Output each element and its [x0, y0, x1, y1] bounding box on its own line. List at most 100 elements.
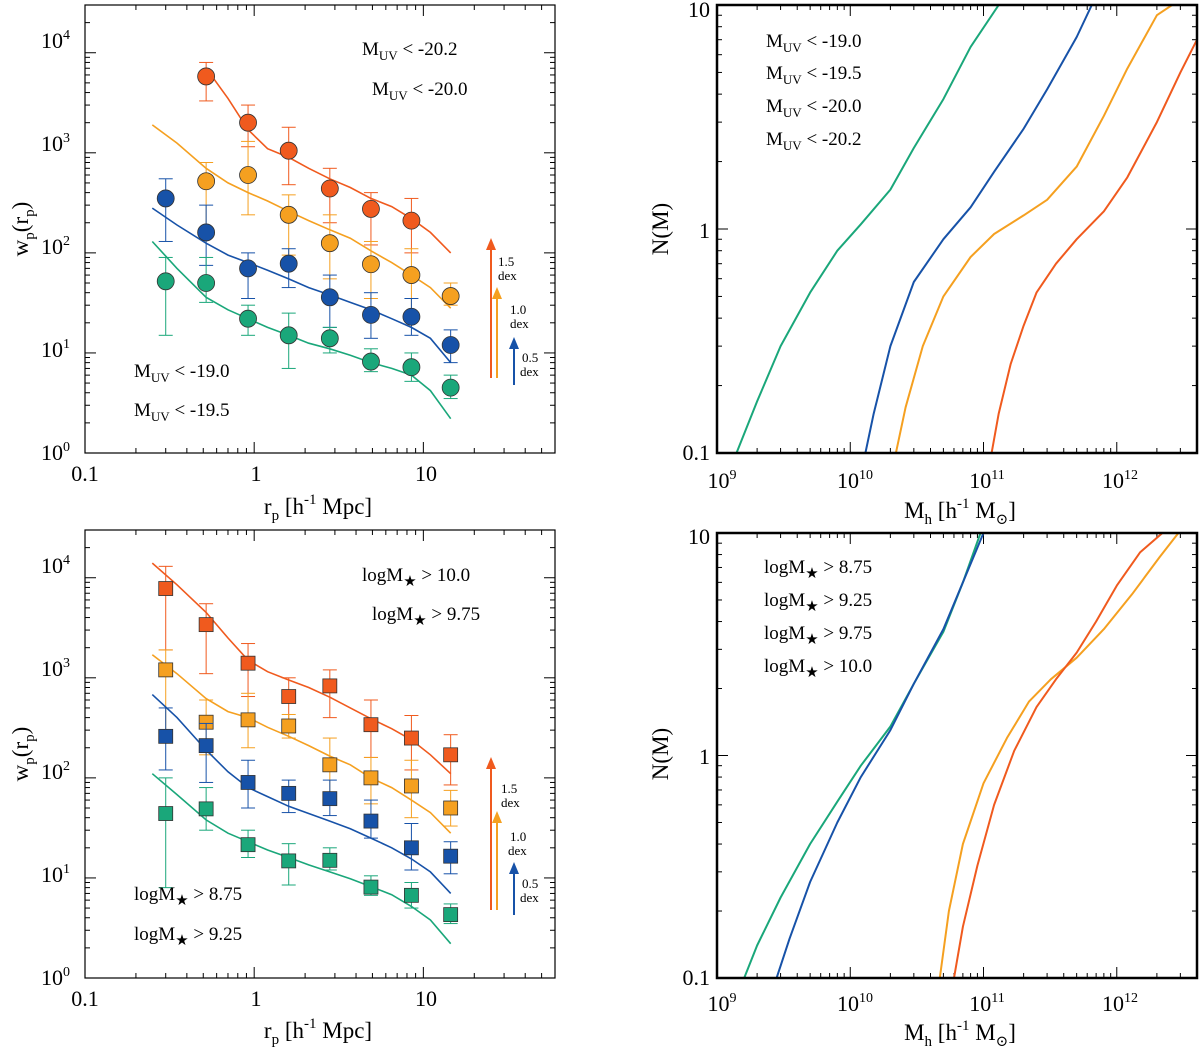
data-point [362, 255, 380, 274]
offset-label: 0.5 [522, 350, 538, 365]
arrow-head [492, 287, 502, 299]
data-point [362, 200, 380, 218]
plot-area-bottom-left [84, 529, 556, 979]
x-tick-labels: 109 1010 1011 1012 [708, 991, 1139, 1016]
x-tick-label: 1012 [1102, 991, 1138, 1016]
offset-arrows [486, 238, 519, 385]
x-tick-label: 109 [708, 468, 737, 493]
plot-marks [151, 562, 459, 945]
data-point [320, 234, 339, 253]
series-logM-9.75 [151, 649, 459, 834]
axis-ticks [84, 529, 556, 979]
data-point [158, 806, 174, 821]
y-tick-label: 104 [41, 553, 70, 578]
data-point [197, 223, 216, 242]
data-point [281, 785, 297, 801]
y-tick-label: 1 [699, 744, 710, 769]
data-point [281, 853, 297, 869]
x-tick-label: 10 [415, 461, 437, 486]
arrow-head [492, 811, 502, 823]
series-line-logM-9.75 [938, 533, 1180, 978]
series-M-UV-20.2 [197, 61, 452, 254]
y-tick-label: 0.1 [683, 965, 711, 990]
data-point [281, 689, 297, 704]
y-tick-label: 102 [41, 759, 70, 784]
data-point [402, 266, 421, 284]
data-point [158, 662, 174, 678]
legend-entry: MUV < -20.2 [362, 39, 457, 63]
x-tick-labels: 0.1 1 10 [71, 986, 437, 1011]
x-tick-label: 1010 [837, 468, 873, 493]
model-curve [151, 773, 452, 945]
legend: logM★ > 10.0 logM★ > 9.75 logM★ > 8.75 l… [134, 565, 480, 949]
legend-entry: MUV < -19.5 [134, 400, 229, 424]
data-point [404, 840, 419, 856]
legend-entry: MUV < -20.2 [766, 129, 861, 153]
data-point [158, 581, 174, 596]
data-point [402, 211, 421, 230]
data-point [198, 801, 214, 817]
offset-label: dex [520, 364, 539, 379]
legend-entry: MUV < -20.0 [766, 96, 861, 120]
y-tick-label: 100 [41, 965, 70, 990]
offset-label: dex [510, 316, 529, 331]
data-point [197, 274, 216, 292]
model-curve [151, 207, 452, 364]
offset-labels: 1.5 dex 1.0 dex 0.5 dex [498, 254, 539, 379]
y-tick-label: 102 [41, 234, 70, 259]
data-point [363, 717, 379, 733]
panel-top-right: 109 1010 1011 1012 0.1 1 10 Mh [h-1 M⊙] … [648, 0, 1199, 528]
panel-top-left: 0.1 1 10 100 101 102 103 104 rp [h-1 Mpc… [8, 4, 556, 524]
series-line-logM-9.25 [775, 533, 985, 978]
data-point [197, 67, 216, 86]
model-curve [151, 694, 452, 894]
data-point [441, 378, 460, 397]
x-axis-label: Mh [h-1 M⊙] [904, 496, 1016, 528]
x-tick-labels: 0.1 1 10 [71, 461, 437, 486]
legend-entry: logM★ > 9.25 [764, 590, 872, 615]
data-point [156, 189, 175, 208]
offset-label: 0.5 [522, 876, 538, 891]
x-tick-label: 1012 [1102, 468, 1138, 493]
legend-entry: MUV < -19.5 [766, 63, 861, 87]
legend-entry: logM★ > 9.75 [372, 604, 480, 629]
legend-entry: MUV < -20.0 [372, 79, 467, 103]
series-line-M-UV-19.0 [735, 5, 1000, 453]
data-point [239, 113, 257, 132]
data-point [240, 712, 256, 728]
axes-frame [715, 3, 1199, 455]
offset-label: dex [501, 795, 520, 810]
plot-marks [743, 533, 1180, 978]
data-point [363, 879, 379, 895]
legend-entry: logM★ > 10.0 [362, 565, 470, 590]
legend-entry: logM★ > 9.25 [134, 924, 242, 949]
arrow-head [486, 757, 496, 769]
data-point [404, 778, 419, 794]
y-tick-label: 104 [41, 28, 70, 53]
series-M-UV-19.0 [151, 240, 460, 420]
plot-marks [151, 61, 460, 420]
data-point [322, 678, 338, 694]
x-tick-label: 1011 [969, 991, 1004, 1016]
y-tick-labels: 0.1 1 10 [683, 524, 711, 990]
y-tick-label: 101 [41, 337, 70, 362]
data-point [239, 166, 257, 184]
series-logM-10.0 [151, 562, 459, 786]
series-line-M-UV-20.0 [894, 5, 1173, 453]
legend: MUV < -20.2 MUV < -20.0 MUV < -19.0 MUV … [134, 39, 467, 424]
offset-labels: 1.5 dex 1.0 dex 0.5 dex [501, 781, 539, 905]
arrow-head [486, 238, 496, 250]
y-tick-label: 103 [41, 656, 70, 681]
data-point [443, 907, 459, 923]
series-logM-8.75 [151, 773, 459, 945]
data-point [443, 747, 459, 763]
data-point [197, 172, 216, 191]
data-point [363, 813, 379, 829]
data-point [363, 770, 379, 786]
x-axis-label: rp [h-1 Mpc] [264, 1016, 372, 1048]
legend: logM★ > 8.75 logM★ > 9.25 logM★ > 9.75 l… [764, 557, 872, 681]
plot-area-top-left [84, 4, 556, 454]
data-point [279, 254, 298, 273]
y-axis-label: wp(rp) [8, 202, 38, 257]
